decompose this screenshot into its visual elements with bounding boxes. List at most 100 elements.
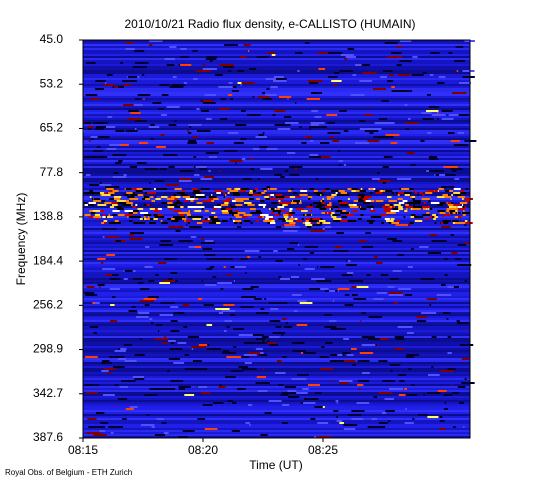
spectrum-texture (220, 204, 229, 206)
spectrum-row (83, 316, 470, 318)
spectrum-texture (233, 194, 241, 196)
spectrum-texture (224, 194, 227, 196)
spectrum-texture (442, 312, 451, 314)
spectrum-texture (124, 214, 133, 216)
spectrum-texture (240, 258, 248, 260)
spectrum-texture (117, 398, 128, 400)
spectrum-texture (173, 216, 180, 218)
spectrum-texture (135, 98, 141, 100)
spectrum-texture (404, 194, 410, 196)
spectrum-texture (242, 368, 257, 370)
spectrum-texture (149, 182, 151, 184)
spectrum-texture (195, 70, 211, 72)
spectrum-texture (397, 254, 404, 256)
spectrum-texture (175, 206, 181, 208)
spectrum-texture (369, 188, 374, 190)
spectrum-row (83, 294, 470, 296)
spectrum-row (83, 72, 470, 74)
spectrum-texture (451, 252, 458, 254)
spectrum-texture (163, 432, 169, 434)
spectrum-row (83, 134, 470, 136)
spectrum-texture (232, 192, 240, 194)
spectrum-texture (196, 222, 203, 224)
spectrum-row (83, 364, 470, 366)
spectrum-texture (317, 204, 325, 206)
spectrum-texture (249, 190, 253, 192)
spectrum-row (83, 168, 470, 170)
spectrum-texture (437, 210, 446, 212)
spectrum-texture (445, 174, 456, 176)
spectrum-row (83, 74, 470, 76)
spectrum-texture (394, 348, 404, 350)
spectrum-texture (220, 288, 224, 290)
spectrum-texture (286, 322, 288, 324)
spectrum-texture (112, 154, 127, 156)
spectrum-texture (101, 362, 113, 364)
spectrum-texture (101, 262, 104, 264)
spectrum-texture (405, 122, 419, 124)
spectrum-texture (136, 316, 149, 318)
spectrum-texture (398, 394, 410, 396)
spectrum-texture (331, 194, 340, 196)
spectrum-texture (426, 94, 431, 96)
spectrum-texture (84, 292, 95, 294)
spectrum-texture (219, 170, 221, 172)
spectrum-texture (355, 190, 360, 192)
spectrum-texture (449, 210, 457, 212)
spectrum-texture (223, 192, 226, 194)
spectrum-row (83, 138, 470, 140)
spectrum-texture (414, 220, 423, 222)
spectrum-texture (196, 202, 203, 204)
spectrum-texture (155, 324, 163, 326)
spectrum-texture (365, 232, 371, 234)
spectrum-texture (96, 210, 105, 212)
spectrum-texture (280, 210, 286, 212)
spectrum-row (83, 246, 470, 248)
spectrum-texture (97, 136, 110, 138)
spectrum-texture (107, 116, 113, 118)
spectrum-texture (442, 194, 448, 196)
spectrum-texture (162, 280, 175, 282)
spectrum-texture (464, 242, 469, 244)
spectrum-texture (327, 132, 341, 134)
spectrum-texture (347, 198, 350, 200)
spectrum-texture (101, 222, 106, 224)
spectrum-row (83, 218, 470, 220)
spectrum-texture (230, 218, 232, 220)
spectrum-texture (203, 304, 214, 306)
spectrum-texture (174, 202, 183, 204)
spectrum-texture (137, 162, 147, 164)
spectrum-texture (157, 330, 160, 332)
spectrum-texture (160, 134, 165, 136)
spectrum-texture (106, 126, 116, 128)
spectrum-texture (365, 130, 379, 132)
spectrum-texture (306, 226, 312, 228)
spectrum-row (83, 386, 470, 388)
spectrum-texture (367, 220, 375, 222)
spectrum-texture (274, 302, 288, 304)
spectrum-texture (109, 144, 122, 146)
spectrum-texture (405, 356, 415, 358)
spectrum-texture (323, 208, 327, 210)
spectrum-texture (109, 288, 120, 290)
spectrum-texture (267, 188, 277, 190)
spectrum-texture (266, 52, 276, 54)
spectrum-texture (314, 392, 322, 394)
spectrum-texture (138, 222, 146, 224)
spectrum-texture (331, 380, 333, 382)
spectrum-texture (332, 214, 339, 216)
spectrum-texture (302, 214, 311, 216)
spectrum-row (83, 290, 470, 292)
spectrum-texture (310, 418, 316, 420)
spectrum-texture (119, 386, 128, 388)
spectrum-texture (387, 56, 403, 58)
spectrum-texture (168, 208, 173, 210)
spectrum-texture (384, 208, 392, 210)
spectrum-texture (412, 208, 421, 210)
spectrum-texture (389, 278, 399, 280)
spectrum-texture (338, 160, 344, 162)
spectrum-row (83, 242, 470, 244)
spectrum-texture (306, 206, 314, 208)
spectrum-texture (109, 320, 118, 322)
